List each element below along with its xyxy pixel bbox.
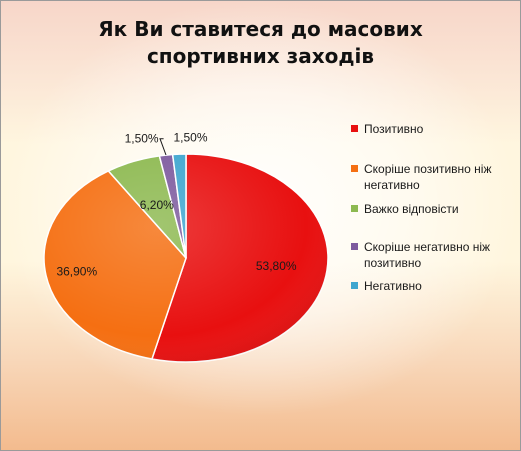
data-label-2: 36,90% <box>56 265 97 279</box>
data-label-4: 1,50% <box>125 132 159 146</box>
legend-swatch-2 <box>351 165 358 172</box>
data-label-1: 53,80% <box>256 259 297 273</box>
chart-title-line-2: спортивних заходів <box>146 44 375 68</box>
leader-line-4 <box>159 138 167 156</box>
pie-slices <box>43 153 329 363</box>
legend-label-2: Скоріше позитивно ніж негативно <box>364 162 492 192</box>
chart-title: Як Ви ставитеся до масових спортивних за… <box>1 16 520 70</box>
legend-label-5: Негативно <box>364 279 422 293</box>
data-label-5: 1,50% <box>173 131 207 145</box>
legend-swatch-4 <box>351 243 358 250</box>
legend-label-4: Скоріше негативно ніж позитивно <box>364 240 491 270</box>
legend-swatch-1 <box>351 125 358 132</box>
legend-label-3: Важко відповісти <box>364 202 459 216</box>
chart-title-line-1: Як Ви ставитеся до масових <box>98 17 423 41</box>
legend-swatch-3 <box>351 205 358 212</box>
legend-label-1: Позитивно <box>364 122 424 136</box>
data-label-3: 6,20% <box>140 198 174 212</box>
pie-data-labels: 53,80% 36,90% 6,20% 1,50% 1,50% <box>56 131 296 279</box>
legend-swatch-5 <box>351 282 358 289</box>
